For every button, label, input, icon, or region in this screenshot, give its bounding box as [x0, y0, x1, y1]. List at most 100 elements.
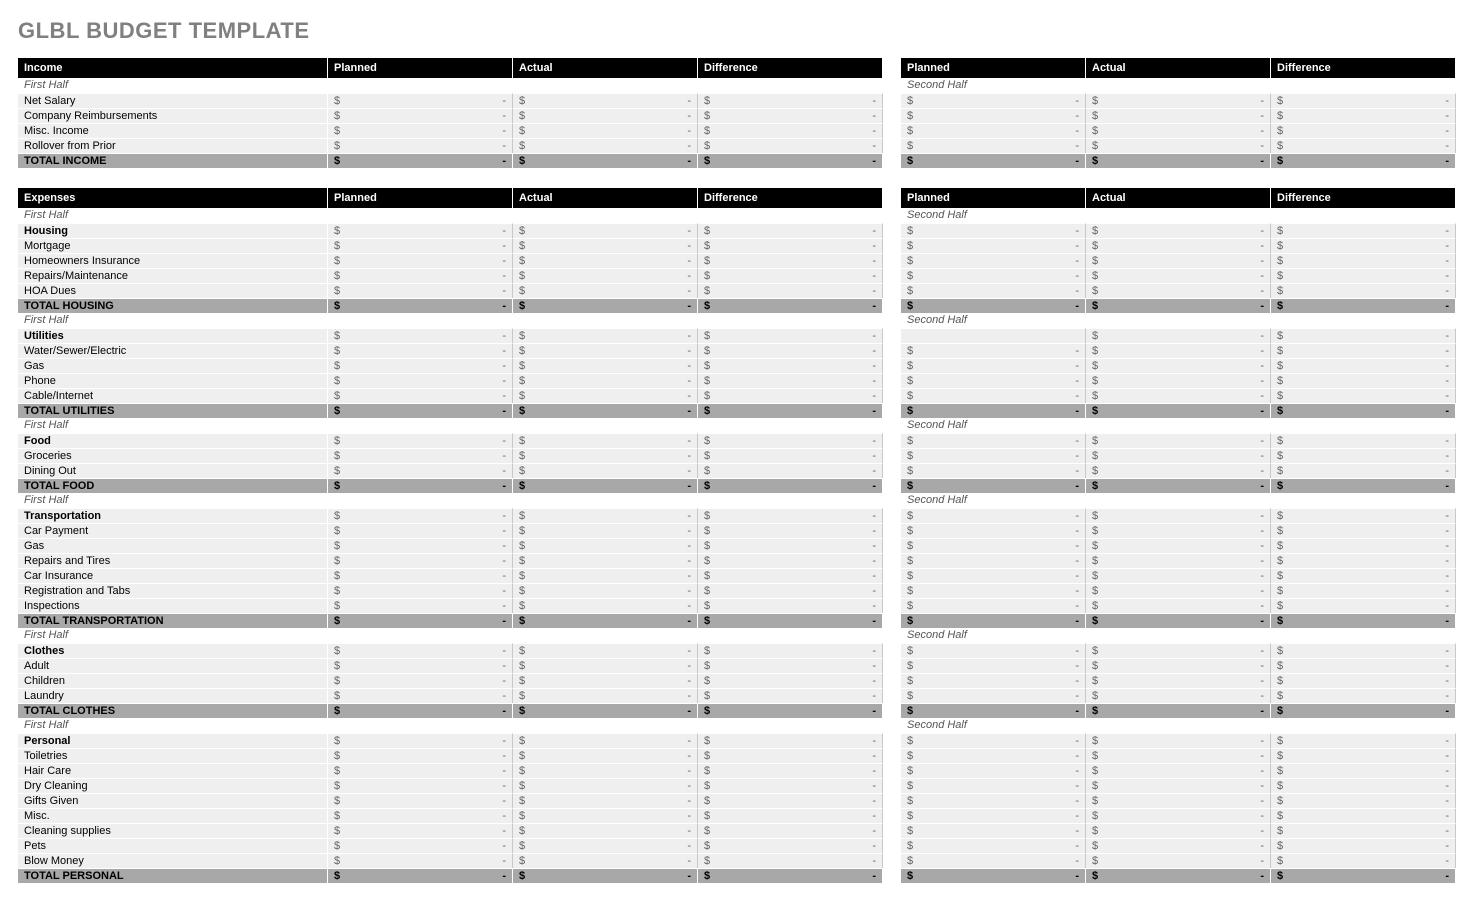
money-cell[interactable]: $- — [1271, 868, 1456, 883]
money-cell[interactable]: $- — [513, 868, 698, 883]
money-cell[interactable]: $- — [1271, 508, 1456, 523]
money-cell[interactable]: $- — [1086, 583, 1271, 598]
money-cell[interactable]: $- — [1271, 138, 1456, 153]
money-cell[interactable]: $- — [513, 298, 698, 313]
money-cell[interactable]: $- — [901, 403, 1086, 418]
money-cell[interactable]: $- — [698, 433, 883, 448]
money-cell[interactable]: $- — [1086, 433, 1271, 448]
money-cell[interactable]: $- — [513, 153, 698, 168]
money-cell[interactable]: $- — [1271, 748, 1456, 763]
money-cell[interactable]: $- — [1271, 223, 1456, 238]
money-cell[interactable]: $- — [698, 733, 883, 748]
money-cell[interactable]: $- — [1271, 538, 1456, 553]
money-cell[interactable]: $- — [1086, 688, 1271, 703]
money-cell[interactable]: $- — [513, 223, 698, 238]
money-cell[interactable]: $- — [513, 463, 698, 478]
money-cell[interactable]: $- — [698, 138, 883, 153]
money-cell[interactable]: $- — [513, 403, 698, 418]
money-cell[interactable]: $- — [513, 93, 698, 108]
money-cell[interactable]: $- — [698, 343, 883, 358]
money-cell[interactable]: $- — [1271, 478, 1456, 493]
money-cell[interactable]: $- — [698, 238, 883, 253]
money-cell[interactable]: $- — [513, 138, 698, 153]
money-cell[interactable]: $- — [1086, 328, 1271, 343]
money-cell[interactable]: $- — [1271, 688, 1456, 703]
money-cell[interactable]: $- — [901, 463, 1086, 478]
money-cell[interactable]: $- — [1086, 763, 1271, 778]
money-cell[interactable]: $- — [513, 733, 698, 748]
money-cell[interactable]: $- — [328, 463, 513, 478]
money-cell[interactable]: $- — [328, 868, 513, 883]
money-cell[interactable] — [901, 328, 1086, 343]
money-cell[interactable]: $- — [1271, 358, 1456, 373]
money-cell[interactable]: $- — [513, 478, 698, 493]
money-cell[interactable]: $- — [901, 253, 1086, 268]
money-cell[interactable]: $- — [1271, 703, 1456, 718]
money-cell[interactable]: $- — [328, 138, 513, 153]
money-cell[interactable]: $- — [328, 478, 513, 493]
money-cell[interactable]: $- — [328, 613, 513, 628]
money-cell[interactable]: $- — [513, 658, 698, 673]
money-cell[interactable]: $- — [901, 343, 1086, 358]
money-cell[interactable]: $- — [1086, 793, 1271, 808]
money-cell[interactable]: $- — [513, 853, 698, 868]
money-cell[interactable]: $- — [698, 553, 883, 568]
money-cell[interactable]: $- — [328, 508, 513, 523]
money-cell[interactable]: $- — [1086, 778, 1271, 793]
money-cell[interactable]: $- — [698, 448, 883, 463]
money-cell[interactable]: $- — [901, 223, 1086, 238]
money-cell[interactable]: $- — [513, 823, 698, 838]
money-cell[interactable]: $- — [1086, 283, 1271, 298]
money-cell[interactable]: $- — [1271, 123, 1456, 138]
money-cell[interactable]: $- — [513, 583, 698, 598]
money-cell[interactable]: $- — [901, 538, 1086, 553]
money-cell[interactable]: $- — [328, 108, 513, 123]
money-cell[interactable]: $- — [328, 808, 513, 823]
money-cell[interactable]: $- — [901, 838, 1086, 853]
money-cell[interactable]: $- — [1086, 123, 1271, 138]
money-cell[interactable]: $- — [1271, 448, 1456, 463]
money-cell[interactable]: $- — [328, 853, 513, 868]
money-cell[interactable]: $- — [513, 688, 698, 703]
money-cell[interactable]: $- — [1271, 598, 1456, 613]
money-cell[interactable]: $- — [1271, 268, 1456, 283]
money-cell[interactable]: $- — [513, 388, 698, 403]
money-cell[interactable]: $- — [328, 643, 513, 658]
money-cell[interactable]: $- — [901, 613, 1086, 628]
money-cell[interactable]: $- — [328, 268, 513, 283]
money-cell[interactable]: $- — [1271, 523, 1456, 538]
money-cell[interactable]: $- — [328, 748, 513, 763]
money-cell[interactable]: $- — [513, 808, 698, 823]
money-cell[interactable]: $- — [513, 268, 698, 283]
money-cell[interactable]: $- — [698, 808, 883, 823]
money-cell[interactable]: $- — [1086, 238, 1271, 253]
money-cell[interactable]: $- — [901, 598, 1086, 613]
money-cell[interactable]: $- — [328, 553, 513, 568]
money-cell[interactable]: $- — [901, 778, 1086, 793]
money-cell[interactable]: $- — [1271, 298, 1456, 313]
money-cell[interactable]: $- — [1086, 403, 1271, 418]
money-cell[interactable]: $- — [1086, 853, 1271, 868]
money-cell[interactable]: $- — [328, 93, 513, 108]
money-cell[interactable]: $- — [1086, 868, 1271, 883]
money-cell[interactable]: $- — [1086, 643, 1271, 658]
money-cell[interactable]: $- — [1271, 763, 1456, 778]
money-cell[interactable]: $- — [1271, 568, 1456, 583]
money-cell[interactable]: $- — [1086, 703, 1271, 718]
money-cell[interactable]: $- — [901, 508, 1086, 523]
money-cell[interactable]: $- — [698, 403, 883, 418]
money-cell[interactable]: $- — [1086, 658, 1271, 673]
money-cell[interactable]: $- — [1086, 568, 1271, 583]
money-cell[interactable]: $- — [513, 448, 698, 463]
money-cell[interactable]: $- — [1086, 553, 1271, 568]
money-cell[interactable]: $- — [1086, 223, 1271, 238]
money-cell[interactable]: $- — [513, 838, 698, 853]
money-cell[interactable]: $- — [1086, 508, 1271, 523]
money-cell[interactable]: $- — [513, 328, 698, 343]
money-cell[interactable]: $- — [513, 523, 698, 538]
money-cell[interactable]: $- — [1086, 343, 1271, 358]
money-cell[interactable]: $- — [328, 673, 513, 688]
money-cell[interactable]: $- — [328, 658, 513, 673]
money-cell[interactable]: $- — [1086, 108, 1271, 123]
money-cell[interactable]: $- — [698, 778, 883, 793]
